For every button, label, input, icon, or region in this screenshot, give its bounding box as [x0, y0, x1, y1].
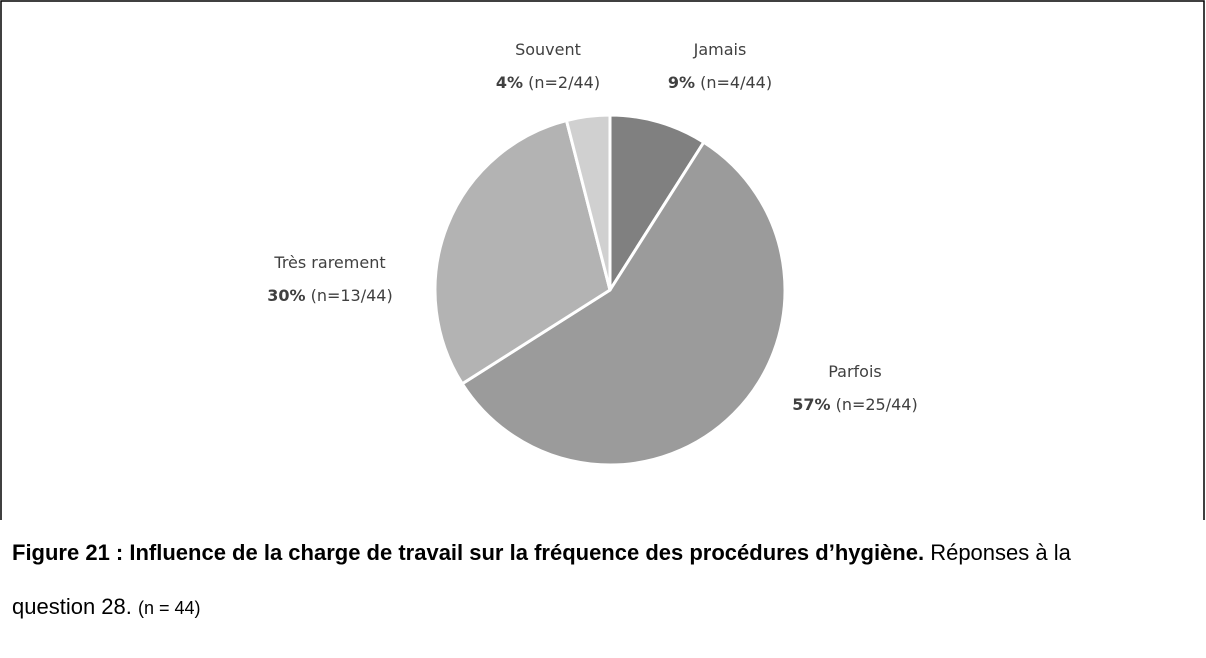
slice-value-label: 30% (n=13/44)	[267, 286, 392, 305]
slice-value-label: 9% (n=4/44)	[668, 73, 772, 92]
caption-text: Réponses à la question 28.	[12, 540, 1071, 619]
count-label: (n=25/44)	[836, 395, 918, 414]
chart: Jamais 9% (n=4/44) Parfois 57% (n=25/44) Très …	[0, 0, 1205, 520]
value-label: 4%	[496, 73, 523, 92]
figure-caption: Figure 21 : Influence de la charge de tr…	[12, 526, 1122, 635]
slice-label: Souvent	[515, 40, 581, 59]
count-label: (n=4/44)	[700, 73, 772, 92]
pie-slice	[433, 118, 612, 386]
slice-value-label: 57% (n=25/44)	[792, 395, 917, 414]
count-label: (n=2/44)	[528, 73, 600, 92]
value-label: 30%	[267, 286, 305, 305]
slice-label: Très rarement	[273, 253, 385, 272]
slice-value-label: 4% (n=2/44)	[496, 73, 600, 92]
value-label: 57%	[792, 395, 830, 414]
pie-slice	[564, 113, 612, 292]
chart-frame	[0, 0, 1205, 520]
caption-bold: Figure 21 : Influence de la charge de tr…	[12, 540, 925, 565]
pie	[433, 113, 787, 467]
slice-label: Parfois	[828, 362, 882, 381]
pie-slice	[608, 113, 706, 292]
count-label: (n=13/44)	[311, 286, 393, 305]
slice-label: Jamais	[693, 40, 747, 59]
pie-slice	[460, 140, 787, 467]
value-label: 9%	[668, 73, 695, 92]
caption-note: (n = 44)	[138, 598, 201, 618]
